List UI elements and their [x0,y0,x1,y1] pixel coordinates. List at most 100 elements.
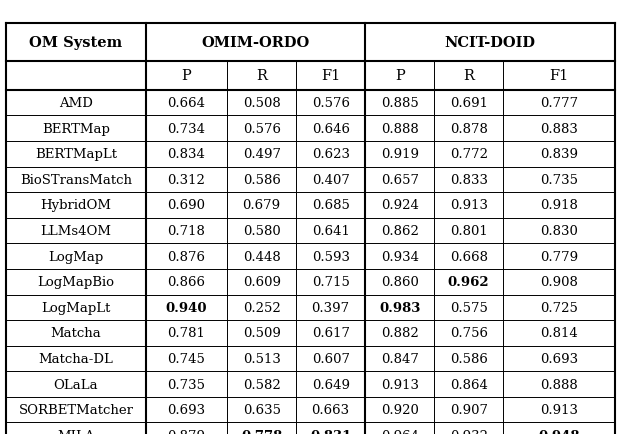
Text: Matcha: Matcha [51,327,101,339]
Text: 0.668: 0.668 [450,250,488,263]
Text: 0.920: 0.920 [381,403,419,416]
Text: 0.646: 0.646 [312,122,349,135]
Text: 0.964: 0.964 [381,429,419,434]
Text: 0.609: 0.609 [243,276,281,289]
Text: 0.913: 0.913 [450,199,488,212]
Text: 0.407: 0.407 [312,174,349,187]
Text: 0.983: 0.983 [379,301,420,314]
Text: AMD: AMD [59,97,93,110]
Text: 0.663: 0.663 [312,403,349,416]
Text: 0.312: 0.312 [168,174,205,187]
Text: 0.779: 0.779 [540,250,578,263]
Text: 0.948: 0.948 [538,429,580,434]
Text: 0.508: 0.508 [243,97,280,110]
Text: BERTMap: BERTMap [42,122,110,135]
Text: 0.497: 0.497 [243,148,281,161]
Text: 0.913: 0.913 [381,378,419,391]
Text: 0.718: 0.718 [168,224,205,237]
Text: 0.252: 0.252 [243,301,280,314]
Text: 0.513: 0.513 [243,352,280,365]
Text: 0.623: 0.623 [312,148,349,161]
Text: 0.735: 0.735 [168,378,205,391]
Text: 0.888: 0.888 [540,378,578,391]
Text: Matcha-DL: Matcha-DL [38,352,113,365]
Text: 0.693: 0.693 [540,352,578,365]
Text: 0.962: 0.962 [448,276,490,289]
Text: 0.778: 0.778 [241,429,282,434]
Text: LogMapLt: LogMapLt [42,301,111,314]
Text: 0.575: 0.575 [450,301,488,314]
Text: SORBETMatcher: SORBETMatcher [19,403,134,416]
Text: 0.580: 0.580 [243,224,280,237]
Text: 0.756: 0.756 [450,327,488,339]
Text: 0.448: 0.448 [243,250,280,263]
Text: BERTMapLt: BERTMapLt [35,148,117,161]
Text: 0.734: 0.734 [168,122,205,135]
Text: 0.940: 0.940 [166,301,207,314]
Text: 0.641: 0.641 [312,224,349,237]
Text: 0.745: 0.745 [168,352,205,365]
Text: 0.679: 0.679 [243,199,281,212]
Text: F1: F1 [321,69,340,83]
Text: LogMap: LogMap [49,250,104,263]
Text: 0.582: 0.582 [243,378,280,391]
Text: 0.882: 0.882 [381,327,419,339]
Text: 0.830: 0.830 [540,224,578,237]
Text: 0.864: 0.864 [450,378,488,391]
Text: 0.834: 0.834 [168,148,205,161]
Text: 0.649: 0.649 [312,378,349,391]
Text: 0.888: 0.888 [381,122,419,135]
Text: 0.876: 0.876 [168,250,205,263]
Text: 0.397: 0.397 [312,301,349,314]
Text: 0.735: 0.735 [540,174,578,187]
Text: LogMapBio: LogMapBio [38,276,115,289]
Text: 0.664: 0.664 [168,97,205,110]
Text: HybridOM: HybridOM [40,199,111,212]
Text: 0.617: 0.617 [312,327,349,339]
Text: LLMs4OM: LLMs4OM [40,224,111,237]
Text: 0.772: 0.772 [450,148,488,161]
Text: 0.924: 0.924 [381,199,419,212]
Text: 0.913: 0.913 [540,403,578,416]
Text: OMIM-ORDO: OMIM-ORDO [201,36,310,49]
Text: 0.509: 0.509 [243,327,280,339]
Text: 0.715: 0.715 [312,276,349,289]
Text: 0.586: 0.586 [450,352,488,365]
Text: 0.576: 0.576 [312,97,349,110]
Text: 0.685: 0.685 [312,199,349,212]
Text: 0.690: 0.690 [168,199,205,212]
Text: 0.593: 0.593 [312,250,349,263]
Text: R: R [256,69,267,83]
Text: BioSTransMatch: BioSTransMatch [20,174,132,187]
Text: 0.607: 0.607 [312,352,349,365]
Text: 0.879: 0.879 [168,429,205,434]
Text: 0.908: 0.908 [540,276,578,289]
Text: OLaLa: OLaLa [54,378,99,391]
Text: 0.918: 0.918 [540,199,578,212]
Text: 0.814: 0.814 [540,327,578,339]
Text: NCIT-DOID: NCIT-DOID [444,36,536,49]
Text: 0.777: 0.777 [540,97,578,110]
Text: 0.691: 0.691 [450,97,488,110]
Text: 0.878: 0.878 [450,122,488,135]
Text: 0.635: 0.635 [243,403,281,416]
Text: 0.860: 0.860 [381,276,419,289]
Text: 0.866: 0.866 [168,276,205,289]
Text: 0.934: 0.934 [381,250,419,263]
Text: 0.839: 0.839 [540,148,578,161]
Text: R: R [463,69,474,83]
Text: 0.862: 0.862 [381,224,419,237]
Text: OM System: OM System [29,36,123,49]
Text: 0.725: 0.725 [540,301,578,314]
Text: P: P [395,69,404,83]
Text: 0.781: 0.781 [168,327,205,339]
Text: 0.801: 0.801 [450,224,488,237]
Text: 0.693: 0.693 [167,403,205,416]
Text: F1: F1 [549,69,568,83]
Text: 0.831: 0.831 [310,429,351,434]
Text: P: P [182,69,191,83]
Text: 0.907: 0.907 [450,403,488,416]
Text: 0.932: 0.932 [450,429,488,434]
Text: 0.833: 0.833 [450,174,488,187]
Text: 0.657: 0.657 [381,174,419,187]
